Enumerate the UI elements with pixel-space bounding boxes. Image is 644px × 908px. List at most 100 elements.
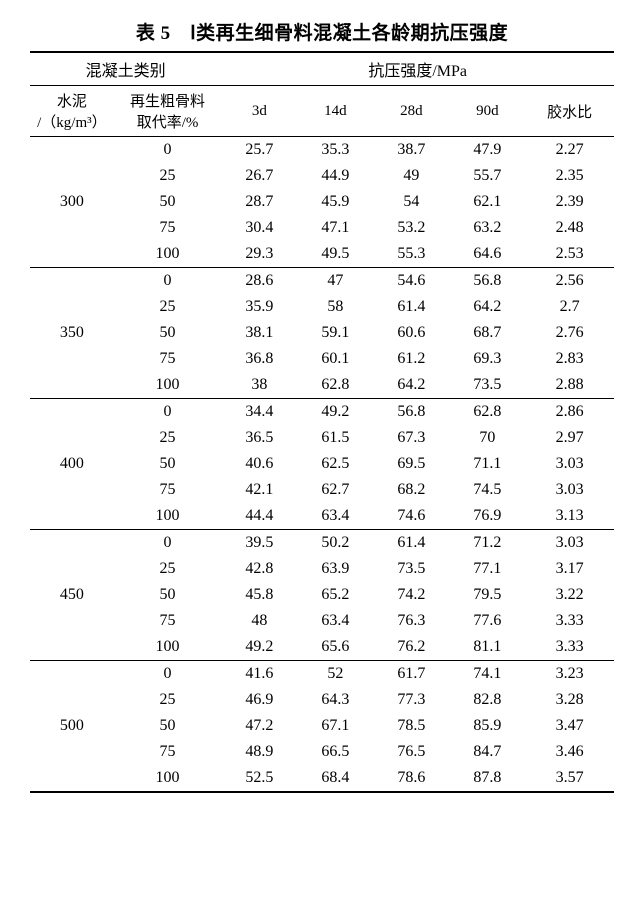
cell-3d: 28.6 [221,268,297,295]
cell-90d: 68.7 [449,320,525,346]
cell-ratio: 2.27 [525,137,614,164]
table-row: 2536.561.567.3702.97 [30,425,614,451]
cell-cement [30,399,114,426]
cell-28d: 78.5 [373,713,449,739]
table-row: 7536.860.161.269.32.83 [30,346,614,372]
cell-3d: 38.1 [221,320,297,346]
header-rate-line1: 再生粗骨料 [130,94,205,110]
cell-ratio: 3.23 [525,661,614,688]
header-ratio: 胶水比 [525,86,614,137]
cell-rate: 75 [114,608,222,634]
cell-14d: 49.2 [297,399,373,426]
cell-3d: 42.1 [221,477,297,503]
table-row: 10049.265.676.281.13.33 [30,634,614,661]
table-row: 025.735.338.747.92.27 [30,137,614,164]
cell-rate: 75 [114,739,222,765]
cell-ratio: 2.7 [525,294,614,320]
cell-14d: 62.5 [297,451,373,477]
cell-90d: 62.8 [449,399,525,426]
cell-rate: 25 [114,163,222,189]
cell-28d: 76.2 [373,634,449,661]
table-row: 754863.476.377.63.33 [30,608,614,634]
cell-cement [30,372,114,399]
cell-90d: 56.8 [449,268,525,295]
table-row: 028.64754.656.82.56 [30,268,614,295]
cell-90d: 71.2 [449,530,525,557]
cell-28d: 61.2 [373,346,449,372]
cell-ratio: 3.46 [525,739,614,765]
cell-rate: 0 [114,530,222,557]
cell-14d: 62.7 [297,477,373,503]
cell-cement [30,503,114,530]
cell-14d: 47 [297,268,373,295]
cell-rate: 75 [114,346,222,372]
cell-ratio: 2.76 [525,320,614,346]
table-row: 4505045.865.274.279.53.22 [30,582,614,608]
cell-rate: 50 [114,320,222,346]
cell-rate: 100 [114,503,222,530]
table-row: 2526.744.94955.72.35 [30,163,614,189]
cell-cement [30,294,114,320]
cell-cement: 400 [30,451,114,477]
cell-ratio: 3.03 [525,530,614,557]
cell-rate: 100 [114,241,222,268]
cell-90d: 64.2 [449,294,525,320]
cell-ratio: 2.48 [525,215,614,241]
cell-28d: 77.3 [373,687,449,713]
cell-90d: 76.9 [449,503,525,530]
header-cement-line2: /（kg/m³） [37,115,107,131]
header-row-2: 水泥 /（kg/m³） 再生粗骨料 取代率/% 3d 14d 28d 90d 胶… [30,86,614,137]
cell-14d: 68.4 [297,765,373,792]
cell-rate: 25 [114,294,222,320]
cell-14d: 50.2 [297,530,373,557]
table-row: 3005028.745.95462.12.39 [30,189,614,215]
cell-28d: 69.5 [373,451,449,477]
cell-rate: 25 [114,425,222,451]
cell-90d: 74.5 [449,477,525,503]
cell-28d: 55.3 [373,241,449,268]
table-row: 4005040.662.569.571.13.03 [30,451,614,477]
cell-90d: 84.7 [449,739,525,765]
cell-14d: 67.1 [297,713,373,739]
cell-3d: 52.5 [221,765,297,792]
cell-ratio: 2.53 [525,241,614,268]
cell-90d: 69.3 [449,346,525,372]
cell-cement [30,608,114,634]
cell-28d: 53.2 [373,215,449,241]
table-row: 7530.447.153.263.22.48 [30,215,614,241]
cell-3d: 47.2 [221,713,297,739]
cell-cement [30,215,114,241]
cell-rate: 50 [114,582,222,608]
table-row: 5005047.267.178.585.93.47 [30,713,614,739]
cell-ratio: 3.17 [525,556,614,582]
cell-3d: 48 [221,608,297,634]
cell-ratio: 3.22 [525,582,614,608]
cell-rate: 100 [114,634,222,661]
cell-28d: 61.4 [373,294,449,320]
cell-cement: 450 [30,582,114,608]
cell-cement [30,556,114,582]
cell-cement [30,765,114,792]
cell-rate: 100 [114,372,222,399]
cell-90d: 73.5 [449,372,525,399]
table-row: 2535.95861.464.22.7 [30,294,614,320]
cell-28d: 64.2 [373,372,449,399]
cell-90d: 55.7 [449,163,525,189]
cell-rate: 25 [114,687,222,713]
table-row: 3505038.159.160.668.72.76 [30,320,614,346]
cell-14d: 63.9 [297,556,373,582]
cell-3d: 46.9 [221,687,297,713]
cell-rate: 0 [114,399,222,426]
cell-cement [30,634,114,661]
cell-ratio: 3.13 [525,503,614,530]
table-row: 10044.463.474.676.93.13 [30,503,614,530]
header-28d: 28d [373,86,449,137]
table-title: 表 5 Ⅰ类再生细骨料混凝土各龄期抗压强度 [30,18,614,45]
cell-ratio: 2.97 [525,425,614,451]
cell-ratio: 3.33 [525,634,614,661]
cell-3d: 29.3 [221,241,297,268]
cell-28d: 49 [373,163,449,189]
cell-3d: 26.7 [221,163,297,189]
cell-28d: 76.5 [373,739,449,765]
cell-rate: 100 [114,765,222,792]
